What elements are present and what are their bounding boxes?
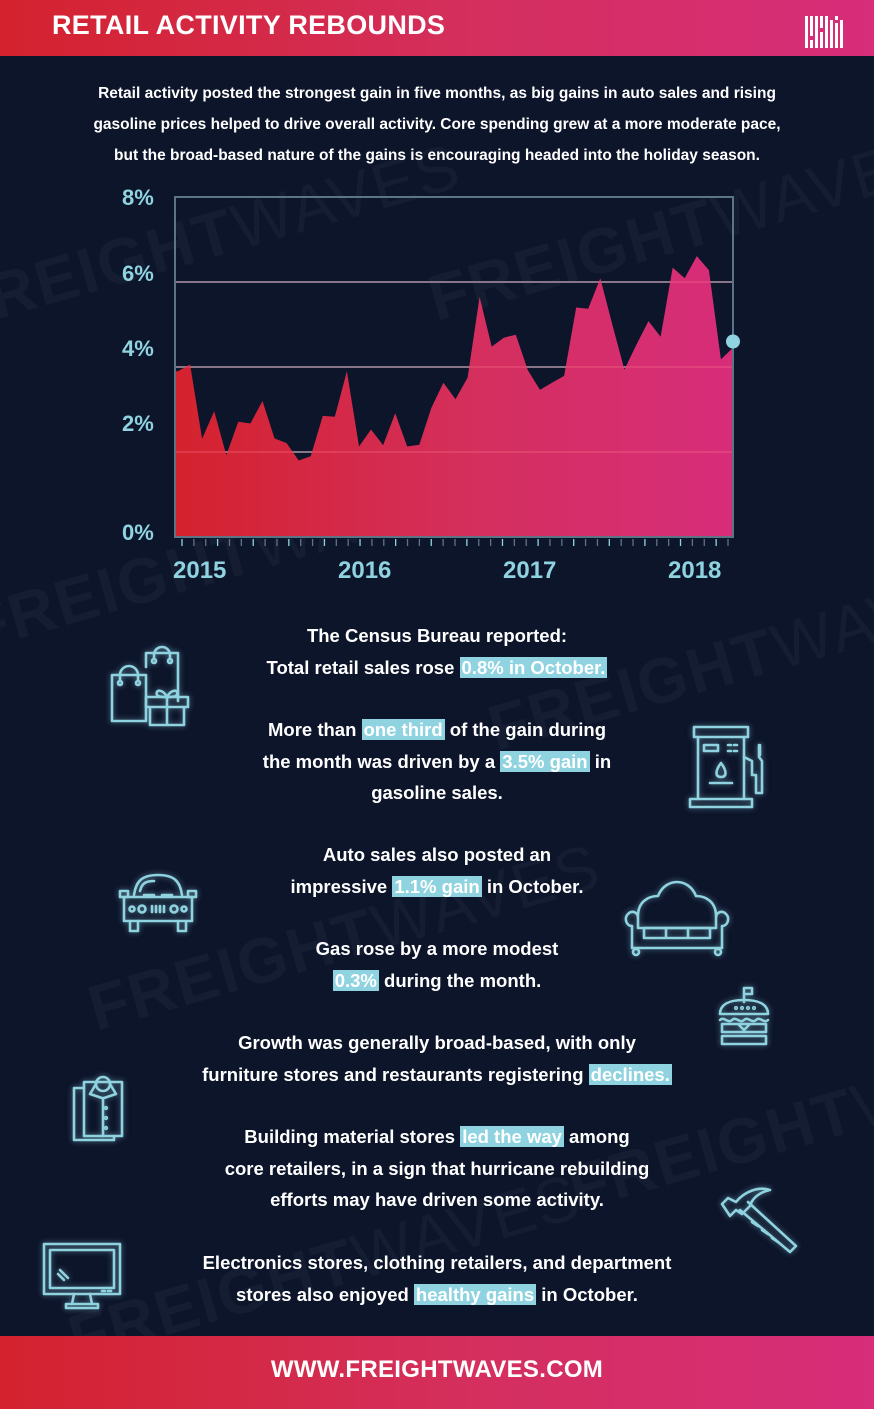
intro-paragraph: Retail activity posted the strongest gai… (30, 78, 844, 171)
gas-modest-text: Gas rose by a more modest 0.3% during th… (0, 933, 874, 996)
x-tick-label: 2015 (173, 557, 227, 584)
y-tick-label: 4% (122, 336, 154, 361)
car-icon (118, 873, 198, 935)
highlight: 0.3% (332, 969, 379, 991)
highlight: 0.8% in October. (459, 656, 608, 678)
header-banner: RETAIL ACTIVITY REBOUNDS (0, 0, 874, 56)
auto-sales-text: Auto sales also posted an impressive 1.1… (0, 839, 874, 902)
text: Total retail sales rose (266, 656, 460, 678)
section-text: 0.3% during the month. (332, 969, 542, 991)
latest-value-marker (726, 334, 740, 349)
section-text: Building material stores led the way amo… (244, 1126, 630, 1147)
gas-pump-icon (688, 725, 772, 810)
freightwaves-logo-icon (805, 14, 843, 50)
section-text: Electronics stores, clothing retailers, … (202, 1252, 672, 1273)
section-text: Total retail sales rose 0.8% in October. (0, 652, 874, 684)
y-tick-label: 0% (122, 520, 154, 545)
census-summary: The Census Bureau reported: Total retail… (0, 620, 874, 683)
hammer-icon (718, 1180, 800, 1256)
section-text: Growth was generally broad-based, with o… (238, 1032, 636, 1053)
website-link[interactable]: WWW.FREIGHTWAVES.COM (270, 1356, 604, 1383)
gasoline-gain-text: More than one third of the gain during t… (0, 714, 874, 809)
highlight: 1.1% gain (392, 875, 482, 897)
page-title: RETAIL ACTIVITY REBOUNDS (52, 10, 446, 40)
footer-banner: WWW.FREIGHTWAVES.COM (0, 1336, 874, 1409)
building-materials-text: Building material stores led the way amo… (0, 1121, 874, 1216)
intro-line: but the broad-based nature of the gains … (114, 147, 760, 164)
intro-line: gasoline prices helped to drive overall … (93, 116, 781, 133)
highlight: healthy gains (413, 1283, 537, 1305)
electronics-text: Electronics stores, clothing retailers, … (0, 1247, 874, 1310)
monitor-icon (42, 1242, 122, 1312)
retail-growth-area-chart: 8% 6% 4% 2% 0% 2015 2016 2017 2018 (0, 180, 874, 600)
x-tick-label: 2017 (503, 557, 557, 584)
shirt-icon (70, 1074, 126, 1144)
section-text: Gas rose by a more modest (315, 938, 559, 959)
section-text: The Census Bureau reported: (306, 625, 568, 646)
section-text: More than one third of the gain during (267, 719, 606, 740)
area-series (175, 256, 733, 537)
y-tick-label: 2% (122, 411, 154, 436)
section-text: impressive 1.1% gain in October. (290, 875, 584, 897)
section-text: the month was driven by a 3.5% gain in (262, 750, 612, 772)
broad-based-text: Growth was generally broad-based, with o… (0, 1027, 874, 1090)
section-text: Auto sales also posted an (322, 844, 552, 865)
y-tick-label: 6% (122, 261, 154, 286)
highlight: 3.5% gain (500, 750, 590, 772)
y-tick-label: 8% (122, 185, 154, 210)
x-tick-label: 2018 (668, 557, 722, 584)
highlight: led the way (460, 1126, 564, 1147)
section-text: efforts may have driven some activity. (270, 1189, 604, 1210)
section-text: core retailers, in a sign that hurricane… (224, 1157, 650, 1179)
intro-line: Retail activity posted the strongest gai… (98, 85, 776, 102)
chart-plot-area (174, 196, 740, 546)
section-text: gasoline sales. (371, 782, 503, 803)
section-text: furniture stores and restaurants registe… (202, 1063, 672, 1085)
highlight: declines. (588, 1063, 672, 1085)
sofa-icon (624, 880, 730, 958)
section-text: stores also enjoyed healthy gains in Oct… (236, 1283, 638, 1305)
burger-icon (718, 984, 770, 1046)
highlight: one third (361, 719, 445, 740)
x-tick-label: 2016 (338, 557, 392, 584)
shopping-bags-gift-icon (108, 645, 190, 727)
